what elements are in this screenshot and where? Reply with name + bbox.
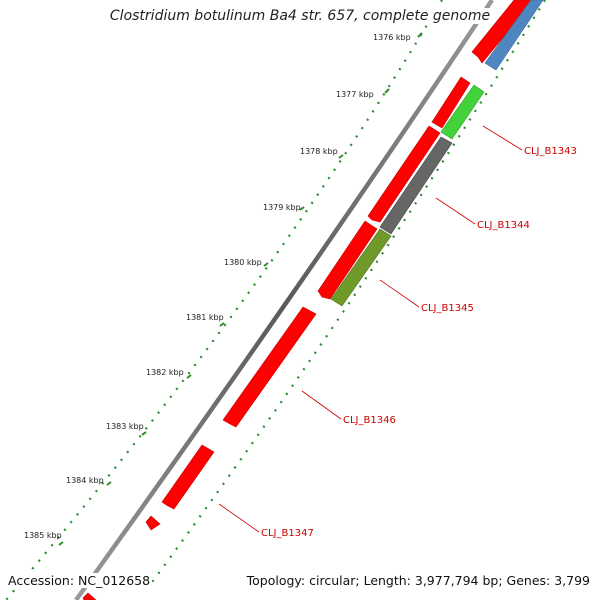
kbp-label: 1380 kbp [224,258,262,267]
kbp-tick [141,431,147,436]
leader-line [379,279,420,308]
gene-label-CLJ_B1344[interactable]: CLJ_B1344 [477,220,530,231]
forward-cds-arrow [145,515,161,531]
kbp-label: 1377 kbp [336,90,374,99]
kbp-label: 1376 kbp [373,33,411,42]
genome-backbone [74,0,494,600]
gene-label-CLJ_B1346[interactable]: CLJ_B1346 [343,415,396,426]
kbp-tick [58,541,64,546]
kbp-tick [219,322,225,327]
gene-labels: CLJ_B1343 CLJ_B1344 CLJ_B1345 CLJ_B1346 … [261,146,577,539]
reverse-strand-features [330,0,544,307]
label-leader-lines [218,125,523,533]
forward-strand-features [82,0,535,600]
accession-text: Accession: NC_012658 [6,573,153,588]
kbp-ticks [58,32,423,546]
kbp-labels: 1376 kbp 1377 kbp 1378 kbp 1379 kbp 1380… [24,33,411,540]
reverse-cds-arrow [440,84,485,140]
forward-cds-arrow [431,76,471,129]
kbp-label: 1381 kbp [186,313,224,322]
kbp-label: 1379 kbp [263,203,301,212]
kbp-tick [299,206,305,211]
forward-cds-arrow [367,125,441,223]
map-title-text: Clostridium botulinum Ba4 str. 657, comp… [105,8,495,24]
kbp-tick [263,262,269,267]
kbp-tick [384,88,390,94]
kbp-label: 1385 kbp [24,531,62,540]
kbp-tick [106,481,112,486]
kbp-tick [417,32,423,38]
leader-line [482,125,523,151]
gene-label-CLJ_B1343[interactable]: CLJ_B1343 [524,146,577,157]
reverse-cds-arrow [484,0,544,71]
gene-label-CLJ_B1345[interactable]: CLJ_B1345 [421,303,474,314]
map-title: Clostridium botulinum Ba4 str. 657, comp… [0,8,600,24]
kbp-label: 1378 kbp [300,147,338,156]
forward-cds-arrow [222,306,317,428]
kbp-tick [186,374,192,379]
leader-line [301,390,342,420]
kbp-ruler-inner [149,0,546,586]
reverse-cds-arrow [379,136,453,235]
leader-line [435,197,476,225]
forward-cds-arrow [82,592,97,600]
kbp-tick [338,154,344,159]
gene-label-CLJ_B1347[interactable]: CLJ_B1347 [261,528,314,539]
kbp-label: 1382 kbp [146,368,184,377]
kbp-ruler-outer [5,0,443,600]
kbp-label: 1383 kbp [106,422,144,431]
reverse-cds-arrow [330,228,392,307]
leader-line [218,503,260,533]
forward-cds-arrow [161,444,215,510]
genome-summary-text: Topology: circular; Length: 3,977,794 bp… [244,573,592,588]
kbp-label: 1384 kbp [66,476,104,485]
forward-cds-arrow [317,220,378,300]
